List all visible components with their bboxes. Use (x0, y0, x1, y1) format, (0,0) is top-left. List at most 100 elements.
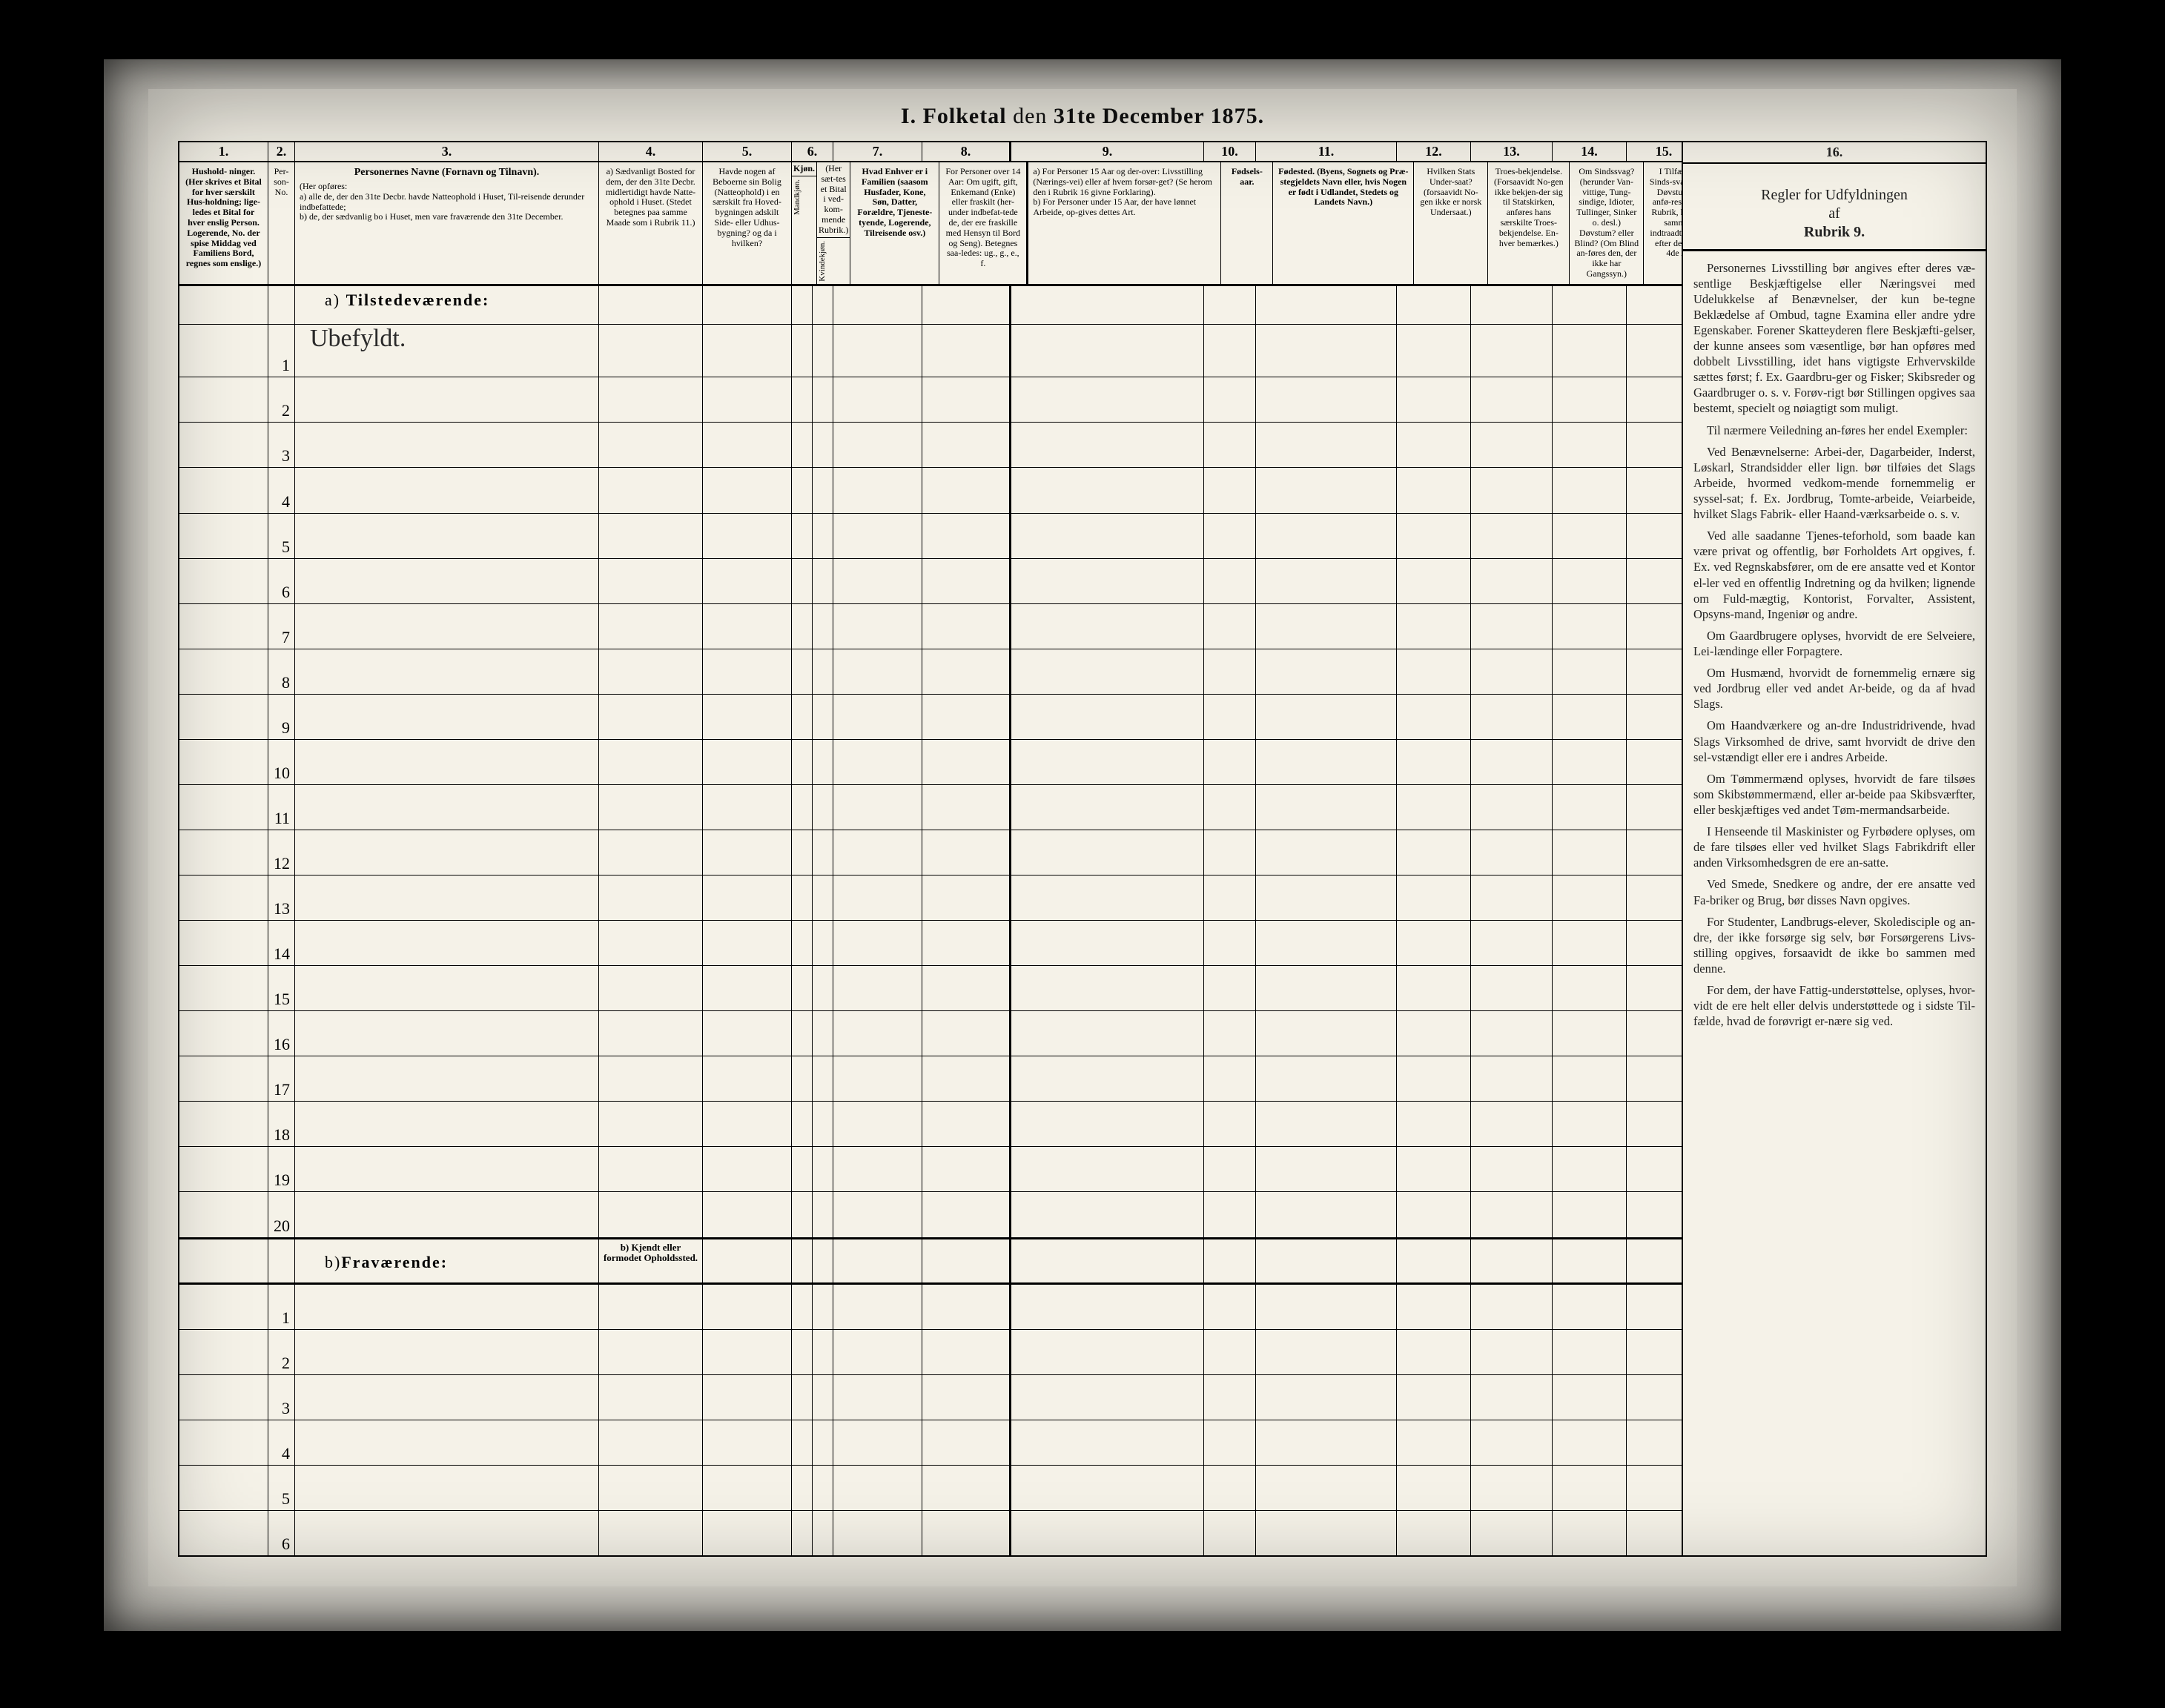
cell (792, 423, 813, 467)
cell (1397, 1239, 1471, 1282)
cell (792, 1056, 813, 1101)
cell (1256, 1285, 1397, 1329)
row-number: 9 (268, 695, 295, 739)
cell (703, 1147, 792, 1191)
rules-p8: Om Tømmermænd oplyses, hvorvidt de fare … (1693, 771, 1975, 818)
cell (599, 921, 703, 965)
cell (813, 1011, 833, 1056)
cell (1011, 695, 1204, 739)
cell (1471, 423, 1553, 467)
cell (792, 1330, 813, 1374)
section-a-header-row: a) Tilstedeværende: (179, 286, 1682, 325)
cell (179, 1330, 268, 1374)
cell (703, 1466, 792, 1510)
cell (922, 604, 1011, 649)
cell (1471, 785, 1553, 830)
cell (1256, 325, 1397, 377)
cell (1471, 377, 1553, 422)
row-number: 16 (268, 1011, 295, 1056)
cell (833, 875, 922, 920)
cell (1011, 1192, 1204, 1237)
cell (813, 377, 833, 422)
cell (813, 695, 833, 739)
cell (1256, 1102, 1397, 1146)
cell (179, 1102, 268, 1146)
cell (922, 286, 1011, 324)
cell (833, 1102, 922, 1146)
cell (922, 1192, 1011, 1237)
colnum-13: 13. (1471, 142, 1553, 161)
cell (1397, 325, 1471, 377)
cell (833, 468, 922, 512)
cell (1011, 1466, 1204, 1510)
cell (833, 966, 922, 1010)
cell (813, 468, 833, 512)
cell (1397, 1285, 1471, 1329)
cell (1553, 1375, 1627, 1420)
cell (1397, 921, 1471, 965)
cell (1471, 1285, 1553, 1329)
cell (813, 1330, 833, 1374)
cell (703, 1420, 792, 1465)
cell (922, 875, 1011, 920)
scan-frame: I. Folketal den 31te December 1875. 1. 2… (104, 59, 2061, 1631)
cell (179, 604, 268, 649)
cell (813, 325, 833, 377)
cell (599, 1285, 703, 1329)
cell (179, 1466, 268, 1510)
cell (833, 559, 922, 603)
cell (179, 785, 268, 830)
cell (922, 785, 1011, 830)
table-row: 14 (179, 921, 1682, 966)
cell (922, 1375, 1011, 1420)
cell (922, 1511, 1011, 1555)
cell (703, 377, 792, 422)
cell (813, 423, 833, 467)
cell (1011, 325, 1204, 377)
cell (703, 1330, 792, 1374)
rules-header: Regler for Udfyldningen af Rubrik 9. (1683, 164, 1986, 251)
cell (1256, 830, 1397, 875)
cell (1204, 1420, 1256, 1465)
cell (1553, 1330, 1627, 1374)
cell (295, 1056, 599, 1101)
cell (1204, 423, 1256, 467)
cell (1471, 1466, 1553, 1510)
cell (1397, 1147, 1471, 1191)
cell (1553, 514, 1627, 558)
cell (295, 1192, 599, 1237)
cell (1553, 423, 1627, 467)
colnum-3: 3. (295, 142, 599, 161)
cell (295, 468, 599, 512)
cell (703, 514, 792, 558)
cell (922, 921, 1011, 965)
row-number: 14 (268, 921, 295, 965)
cell (1256, 1511, 1397, 1555)
cell (1256, 1330, 1397, 1374)
cell (599, 286, 703, 324)
rules-p12: For dem, der have Fattig-understøttelse,… (1693, 982, 1975, 1029)
cell (922, 559, 1011, 603)
colnum-9: 9. (1011, 142, 1204, 161)
cell (1553, 830, 1627, 875)
row-number: 1 (268, 325, 295, 377)
cell (179, 559, 268, 603)
cell (1256, 649, 1397, 694)
row-number: 5 (268, 1466, 295, 1510)
row-number: 13 (268, 875, 295, 920)
row-number: 3 (268, 1375, 295, 1420)
colnum-16: 16. (1683, 142, 1986, 164)
row-number: 12 (268, 830, 295, 875)
cell (1011, 559, 1204, 603)
cell (179, 830, 268, 875)
cell (1204, 830, 1256, 875)
cell (295, 1466, 599, 1510)
cell (179, 1285, 268, 1329)
cell (268, 286, 295, 324)
cell (1204, 286, 1256, 324)
cell (792, 559, 813, 603)
section-a-label: a) Tilstedeværende: (295, 286, 599, 324)
cell (295, 604, 599, 649)
header-13: Troes-bekjendelse. (Forsaavidt No-gen ik… (1488, 162, 1570, 284)
cell (1256, 377, 1397, 422)
